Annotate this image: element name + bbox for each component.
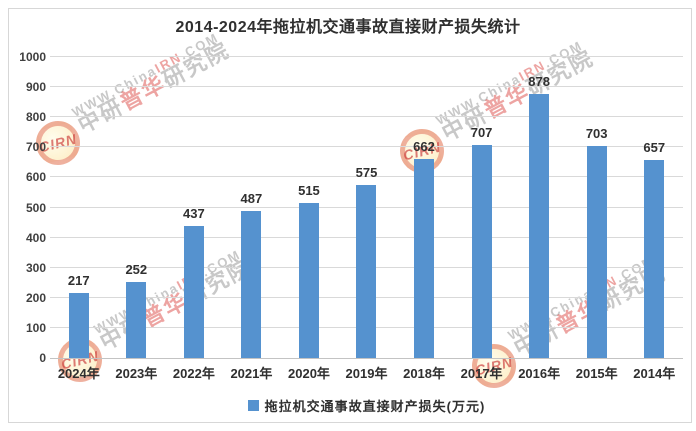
bar-value-label: 878	[528, 74, 550, 89]
bar-value-label: 707	[470, 125, 493, 140]
bar-slot: 662	[395, 57, 453, 358]
bar-slot: 515	[280, 57, 338, 358]
bar-value-label: 703	[585, 126, 608, 141]
bar-2015年	[586, 146, 607, 358]
y-tick-label: 800	[25, 110, 46, 125]
x-tick-label: 2021年	[230, 366, 273, 381]
bar-2020年	[298, 203, 319, 358]
y-tick-label: 1000	[19, 50, 46, 64]
bar-slot: 575	[338, 57, 396, 358]
bar-value-label: 515	[298, 183, 320, 198]
x-tick-label: 2018年	[403, 366, 446, 381]
y-tick-label: 300	[25, 260, 46, 275]
y-tick-label: 400	[25, 230, 46, 245]
bar-slot: 878	[510, 57, 568, 358]
y-tick-label: 0	[39, 351, 46, 365]
bar-value-label: 217	[67, 273, 90, 288]
bar-value-label: 662	[413, 139, 435, 154]
legend-label: 拖拉机交通事故直接财产损失(万元)	[264, 399, 486, 414]
x-tick-label: 2020年	[288, 366, 330, 381]
gridline	[50, 56, 683, 57]
x-tick-label: 2014年	[633, 366, 676, 381]
bar-slot: 487	[223, 57, 281, 358]
bar-value-label: 657	[643, 140, 666, 155]
gridline	[50, 358, 683, 359]
y-tick-label: 500	[25, 200, 46, 215]
x-tick-label: 2016年	[518, 366, 561, 381]
chart-frame-border	[8, 8, 692, 423]
bar-2019年	[356, 185, 377, 358]
bar-2022年	[183, 226, 204, 358]
bar-value-label: 252	[125, 262, 148, 277]
bar-slot: 707	[453, 57, 511, 358]
y-tick-label: 200	[25, 290, 46, 305]
bar-slot: 252	[108, 57, 166, 358]
bar-2021年	[241, 211, 262, 358]
bar-2018年	[414, 159, 435, 358]
bar-2014年	[644, 160, 665, 358]
bar-value-label: 437	[182, 206, 205, 221]
bar-value-label: 487	[240, 191, 263, 206]
x-tick-label: 2023年	[115, 366, 158, 381]
bar-2017年	[471, 145, 492, 358]
gridline	[50, 86, 683, 88]
gridline	[50, 146, 683, 148]
x-tick-label: 2015年	[575, 366, 618, 381]
legend: 拖拉机交通事故直接财产损失(万元)	[50, 396, 683, 415]
bar-2024年	[68, 293, 89, 358]
plot-area: 217 252 437 487 515 575 662 707 878 703 657	[50, 56, 683, 359]
bar-slot: 657	[625, 57, 683, 358]
y-tick-label: 900	[25, 80, 46, 95]
bar-value-label: 575	[355, 165, 378, 180]
x-tick-label: 2017年	[460, 366, 503, 381]
x-tick-label: 2019年	[345, 366, 388, 381]
y-tick-label: 700	[25, 140, 46, 155]
legend-swatch	[247, 400, 259, 411]
x-tick-label: 2022年	[172, 366, 215, 381]
bar-2023年	[126, 282, 147, 358]
y-tick-label: 100	[25, 320, 46, 335]
bar-slot: 437	[165, 57, 223, 358]
bar-2016年	[529, 94, 550, 358]
bar-slot: 217	[50, 57, 108, 358]
bar-slot: 703	[568, 57, 626, 358]
gridline	[50, 176, 683, 178]
gridline	[50, 116, 683, 118]
y-tick-label: 600	[25, 170, 46, 185]
chart-title: 2014-2024年拖拉机交通事故直接财产损失统计	[175, 19, 521, 36]
x-tick-label: 2024年	[57, 366, 100, 381]
x-axis: 2024年 2023年 2022年 2021年 2020年 2019年 2018年 2017年…	[50, 363, 683, 382]
